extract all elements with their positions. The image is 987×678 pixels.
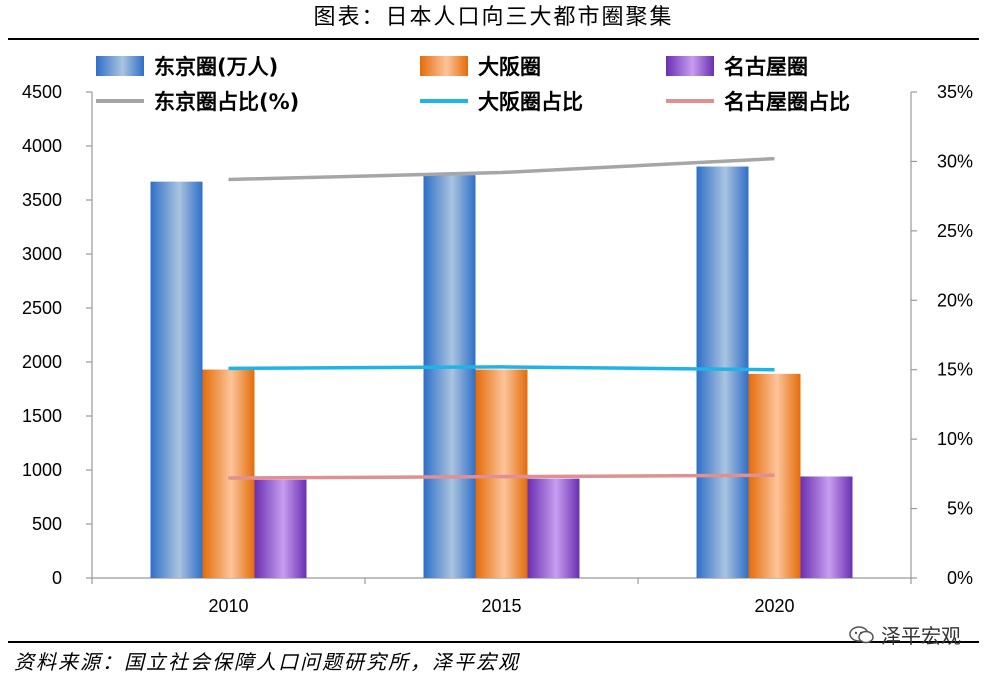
legend-label: 东京圈(万人)	[154, 55, 278, 79]
bar-nagoya	[254, 479, 307, 578]
chart: 0 500 1000 1500 2000 2500 3000 3500 4000 4500 0% 5%…	[22, 55, 973, 616]
right-tick-label: 25%	[937, 221, 973, 241]
right-tick-label: 5%	[947, 499, 973, 519]
x-tick-label: 2020	[754, 596, 794, 616]
left-tick-label: 4000	[22, 136, 62, 156]
bar-osaka	[202, 369, 255, 578]
left-tick-label: 2000	[22, 352, 62, 372]
bar-tokyo	[696, 166, 749, 578]
right-tick-label: 0%	[947, 568, 973, 588]
chart-title: 图表：日本人口向三大都市圈聚集	[313, 5, 674, 30]
source-note: 资料来源：国立社会保障人口问题研究所，泽平宏观	[14, 650, 520, 674]
right-tick-label: 20%	[937, 290, 973, 310]
left-tick-label: 0	[52, 568, 62, 588]
left-tick-label: 1500	[22, 406, 62, 426]
x-tick-label: 2015	[481, 596, 521, 616]
watermark-text: 泽平宏观	[881, 624, 961, 648]
legend-swatch	[420, 56, 468, 76]
right-tick-label: 30%	[937, 151, 973, 171]
right-tick-label: 10%	[937, 429, 973, 449]
legend-label: 名古屋圈	[724, 55, 808, 79]
wechat-icon	[849, 625, 874, 643]
legend-swatch	[96, 56, 144, 76]
legend-label: 大阪圈占比	[478, 90, 583, 114]
line-series-tokyo-share	[228, 156, 775, 182]
right-tick-label: 15%	[937, 360, 973, 380]
left-tick-label: 4500	[22, 82, 62, 102]
left-tick-label: 500	[32, 514, 62, 534]
left-tick-label: 3000	[22, 244, 62, 264]
line-series-osaka-share	[228, 365, 775, 372]
left-tick-label: 3500	[22, 190, 62, 210]
plot-area: 0 500 1000 1500 2000 2500 3000 3500 4000 4500 0% 5%…	[22, 55, 973, 616]
legend-label: 大阪圈	[478, 55, 541, 79]
legend-swatch	[666, 56, 714, 76]
bottom-rule	[8, 641, 979, 643]
bar-nagoya	[527, 478, 580, 578]
watermark: 泽平宏观	[849, 620, 961, 649]
bar-tokyo	[150, 181, 203, 578]
bar-nagoya	[800, 476, 853, 578]
left-tick-label: 2500	[22, 298, 62, 318]
legend-label: 名古屋圈占比	[724, 90, 850, 114]
right-tick-label: 35%	[937, 82, 973, 102]
top-rule	[8, 38, 979, 40]
line-series-nagoya-share	[228, 473, 775, 480]
bar-tokyo	[423, 175, 476, 578]
bar-osaka	[475, 369, 528, 578]
x-tick-label: 2010	[208, 596, 248, 616]
legend-label: 东京圈占比(%)	[154, 90, 299, 114]
left-tick-label: 1000	[22, 460, 62, 480]
